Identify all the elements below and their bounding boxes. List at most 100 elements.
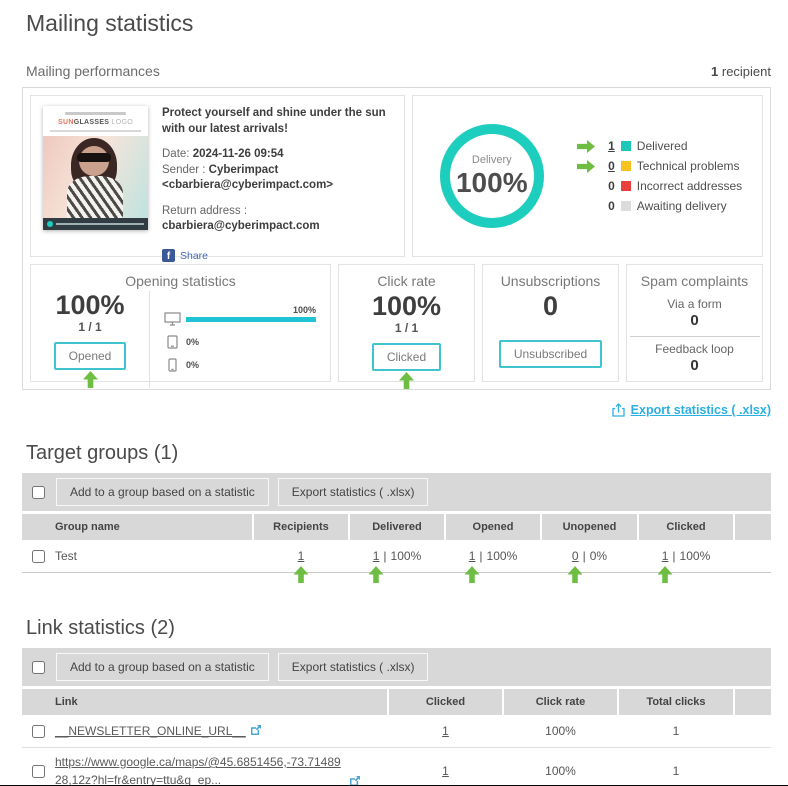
export-icon [612,403,625,417]
legend-label: Technical problems [636,159,740,173]
click-rate-card: Click rate 100% 1 / 1 Clicked [338,264,475,390]
tablet-icon [162,335,182,349]
email-date-sender: Date: 2024-11-26 09:54 Sender : Cyberimp… [162,148,334,192]
desktop-open-percent: 100% [292,304,316,315]
legend-swatch [620,181,631,191]
up-arrow-icon [399,372,414,390]
recipient-count: 1 recipient [711,64,771,79]
link-click-rate: 100% [545,764,576,778]
select-all-checkbox[interactable] [32,660,45,674]
legend-swatch [620,141,631,151]
legend-label: Delivered [636,139,688,153]
delivered-link[interactable]: 1 [368,549,384,583]
row-checkbox[interactable] [32,549,45,563]
donut-label: Delivery [471,153,512,166]
delivery-card: Delivery 100% 1 Delivered 0 Technical pr… [412,95,763,257]
link-clicked[interactable]: 1 [442,724,449,738]
export-statistics-button[interactable]: Export statistics ( .xlsx) [277,653,429,681]
facebook-share-link[interactable]: f Share [162,249,392,263]
opened-button[interactable]: Opened [53,342,127,371]
select-all-checkbox[interactable] [32,485,45,499]
feedback-loop-value: 0 [690,357,699,374]
desktop-open-bar [186,316,316,322]
legend-count-link[interactable]: 0 [608,159,615,173]
legend-label: Incorrect addresses [636,179,743,193]
email-meta: Protect yourself and shine under the sun… [162,106,392,263]
link-statistics-toolbar: Add to a group based on a statistic Expo… [22,648,771,686]
row-checkbox[interactable] [32,724,45,738]
delivery-legend: 1 Delivered 0 Technical problems 0 Incor… [576,138,742,214]
thumbnail-brand: SUNGLASSES LOGO [58,119,133,126]
row-checkbox[interactable] [32,764,45,778]
legend-item-incorrect: 0 Incorrect addresses [577,178,742,194]
clicked-button[interactable]: Clicked [371,343,442,372]
open-rate-value: 100% [55,290,125,320]
card-title: Click rate [377,273,436,289]
right-arrow-icon [576,159,601,173]
export-row: Export statistics ( .xlsx) [0,403,771,422]
section-title: Mailing performances [26,63,160,79]
up-arrow-icon [464,566,480,583]
card-title: Spam complaints [640,273,749,289]
right-arrow-icon [576,139,601,153]
up-arrow-icon [567,566,583,583]
legend-count: 0 [608,199,615,213]
thumbnail-logo-dot [47,221,53,227]
page-title: Mailing statistics [26,10,194,36]
target-groups-header-row: Group name Recipients Delivered Opened U… [22,514,771,540]
performances-panel: SUNGLASSES LOGO Protect yourself and shi… [22,87,771,390]
donut-ring [439,124,544,228]
legend-swatch [620,161,631,171]
feedback-loop-label: Feedback loop [655,342,734,356]
sunglasses-shape [77,153,111,162]
export-statistics-link[interactable]: Export statistics ( .xlsx) [612,403,771,417]
divider [629,336,760,337]
legend-item-awaiting: 0 Awaiting delivery [577,198,742,214]
unopened-link[interactable]: 0 [567,549,583,583]
export-statistics-button[interactable]: Export statistics ( .xlsx) [277,478,429,506]
donut-value: 100% [455,166,528,198]
add-to-group-button[interactable]: Add to a group based on a statistic [56,653,269,681]
desktop-icon [162,312,182,326]
opened-pct: 100% [486,549,518,563]
legend-count: 0 [608,179,615,193]
add-to-group-button[interactable]: Add to a group based on a statistic [56,478,269,506]
spam-complaints-card: Spam complaints Via a form 0 Feedback lo… [626,264,763,382]
link-url[interactable]: https://www.google.ca/maps/@45.6851456,-… [55,755,341,786]
device-open-bars: 100% 0% 0% [150,291,330,388]
delivery-donut-chart: Delivery 100% [433,117,551,235]
facebook-icon: f [162,249,175,263]
clicked-pct: 100% [679,549,711,563]
email-preview-card: SUNGLASSES LOGO Protect yourself and shi… [30,95,405,263]
card-title: Unsubscriptions [500,273,601,289]
click-rate-value: 100% [371,291,442,321]
opened-link[interactable]: 1 [464,549,480,583]
email-subject: Protect yourself and shine under the sun… [162,107,386,135]
thumbnail-headline-placeholder [65,112,126,115]
up-arrow-icon [657,566,673,583]
clicked-link[interactable]: 1 [657,549,673,583]
link-total-clicks: 1 [672,724,680,738]
via-form-value: 0 [690,312,699,329]
link-total-clicks: 1 [672,764,680,778]
up-arrow-icon [82,371,98,389]
card-title: Opening statistics [125,273,236,289]
recipients-link[interactable]: 1 [293,549,309,583]
legend-label: Awaiting delivery [636,199,727,213]
target-groups-heading: Target groups (1) [26,442,179,464]
target-groups-toolbar: Add to a group based on a statistic Expo… [22,473,771,511]
click-ratio: 1 / 1 [394,321,419,336]
link-clicked[interactable]: 1 [442,764,449,778]
link-statistics-heading: Link statistics (2) [26,617,175,639]
via-form-label: Via a form [667,297,722,311]
device-row-mobile: 0% [162,358,316,372]
device-row-tablet: 0% [162,335,316,349]
legend-count-link[interactable]: 1 [608,139,615,153]
legend-item-technical: 0 Technical problems [576,158,742,174]
thumbnail-photo [43,136,148,218]
link-url[interactable]: __NEWSLETTER_ONLINE_URL__ [55,724,246,738]
unsubscribed-button[interactable]: Unsubscribed [498,340,603,369]
mobile-phone-icon [162,358,182,372]
link-statistics-header-row: Link Clicked Click rate Total clicks [22,689,771,715]
performances-header: Mailing performances 1 recipient [26,63,771,79]
